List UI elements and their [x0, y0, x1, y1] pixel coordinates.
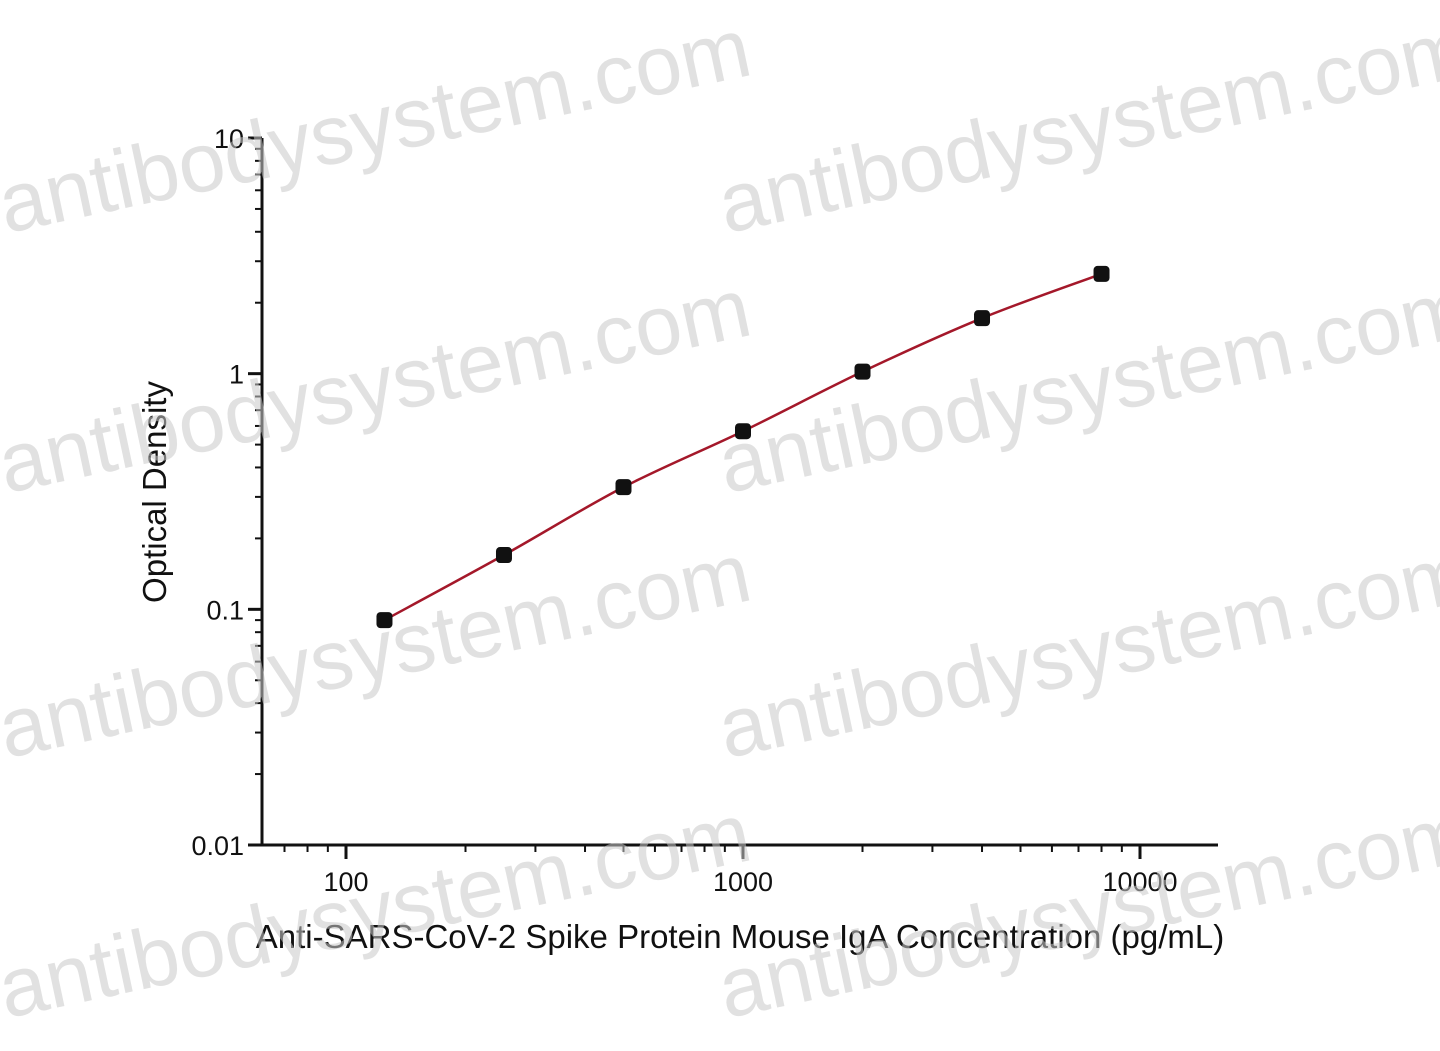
data-point [376, 612, 393, 629]
y-axis-label: Optical Density [136, 381, 173, 603]
y-tick-label: 1 [229, 360, 244, 390]
data-point [1093, 265, 1110, 282]
x-axis-label: Anti-SARS-CoV-2 Spike Protein Mouse IgA … [256, 918, 1224, 955]
data-point [854, 363, 871, 380]
x-tick-label: 100 [323, 867, 368, 897]
fit-curve [383, 272, 1102, 622]
x-tick-label: 10000 [1102, 867, 1177, 897]
y-tick-label: 10 [214, 124, 244, 154]
axes: 0.01 0.1 1 10 100 1000 10000 [191, 124, 1218, 897]
data-point [615, 479, 632, 496]
data-point [495, 547, 512, 564]
y-tick-label: 0.01 [191, 831, 244, 861]
x-tick-label: 1000 [713, 867, 773, 897]
fit-curve-layer [383, 272, 1102, 622]
data-point [974, 310, 991, 327]
data-points-layer [376, 265, 1110, 629]
y-tick-label: 0.1 [206, 595, 244, 625]
data-point [735, 423, 751, 440]
